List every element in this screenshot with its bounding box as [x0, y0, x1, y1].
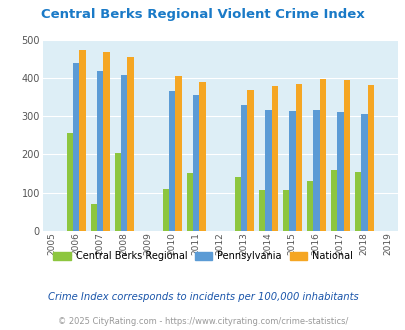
Text: © 2025 CityRating.com - https://www.cityrating.com/crime-statistics/: © 2025 CityRating.com - https://www.city…	[58, 317, 347, 326]
Bar	[247, 90, 254, 231]
Bar	[127, 57, 134, 231]
Bar	[162, 189, 168, 231]
Bar	[330, 170, 336, 231]
Bar	[360, 114, 367, 231]
Bar	[264, 111, 271, 231]
Bar	[168, 91, 175, 231]
Bar	[306, 181, 312, 231]
Bar	[114, 153, 121, 231]
Bar	[186, 173, 192, 231]
Bar	[354, 172, 360, 231]
Bar	[175, 76, 181, 231]
Bar	[282, 190, 288, 231]
Bar	[271, 86, 277, 231]
Text: Central Berks Regional Violent Crime Index: Central Berks Regional Violent Crime Ind…	[41, 8, 364, 21]
Text: Crime Index corresponds to incidents per 100,000 inhabitants: Crime Index corresponds to incidents per…	[47, 292, 358, 302]
Bar	[79, 50, 86, 231]
Bar	[103, 52, 110, 231]
Bar	[234, 177, 241, 231]
Bar	[241, 106, 247, 231]
Bar	[312, 111, 319, 231]
Bar	[73, 63, 79, 231]
Bar	[288, 111, 295, 231]
Bar	[258, 190, 264, 231]
Bar	[199, 82, 205, 231]
Bar	[90, 204, 97, 231]
Bar	[367, 85, 373, 231]
Bar	[295, 84, 301, 231]
Bar	[336, 112, 343, 231]
Bar	[121, 75, 127, 231]
Bar	[343, 80, 349, 231]
Bar	[97, 71, 103, 231]
Legend: Central Berks Regional, Pennsylvania, National: Central Berks Regional, Pennsylvania, Na…	[49, 248, 356, 265]
Bar	[319, 79, 325, 231]
Bar	[192, 95, 199, 231]
Bar	[66, 133, 73, 231]
